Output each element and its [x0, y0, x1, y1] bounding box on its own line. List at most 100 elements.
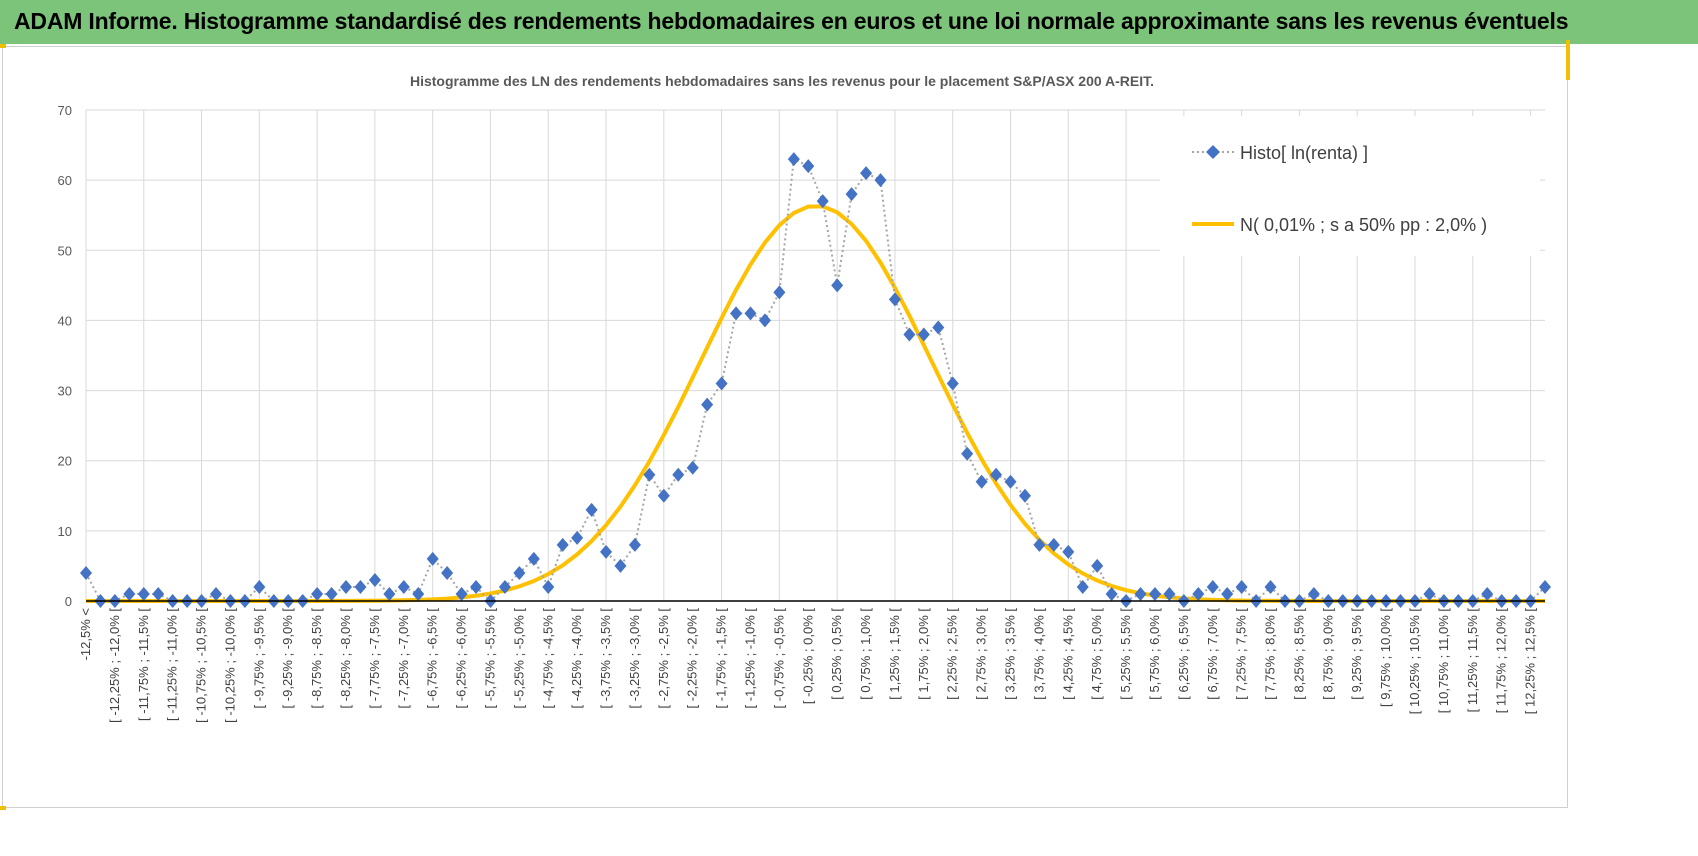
x-tick-label: -12,5% <	[78, 608, 93, 660]
histogram-point	[614, 558, 627, 573]
histogram-point	[585, 502, 598, 517]
histogram-point	[1148, 586, 1161, 601]
histogram-point	[1307, 586, 1320, 601]
y-tick-label: 0	[65, 594, 72, 609]
x-tick-label: [ -0,25% ; 0,0% [	[800, 608, 815, 704]
histogram-point	[412, 586, 425, 601]
histogram-point	[831, 278, 844, 293]
histogram-point	[1033, 537, 1046, 552]
histogram-point	[715, 376, 728, 391]
histogram-point	[368, 572, 381, 587]
histogram-point	[946, 376, 959, 391]
histogram-point	[498, 579, 511, 594]
x-tick-label: [ -1,75% ; -1,5% [	[714, 608, 729, 709]
normal-curve-line	[86, 204, 1545, 603]
x-tick-label: [ -4,25% ; -4,0% [	[569, 608, 584, 709]
x-tick-label: [ 5,75% ; 6,0% [	[1147, 608, 1162, 700]
histogram-point	[152, 586, 165, 601]
y-tick-label: 50	[58, 243, 72, 258]
legend-normal-label: N( 0,01% ; s a 50% pp : 2,0% )	[1240, 215, 1487, 235]
x-tick-label: [ -1,25% ; -1,0% [	[742, 608, 757, 709]
histogram-dotted-line	[85, 157, 1546, 603]
x-tick-label: [ 2,25% ; 2,5% [	[945, 608, 960, 700]
x-tick-label: [ 0,75% ; 1,0% [	[858, 608, 873, 700]
y-tick-label: 60	[58, 173, 72, 188]
x-tick-label: [ -3,25% ; -3,0% [	[627, 608, 642, 709]
histogram-point	[253, 579, 266, 594]
histogram-point	[1062, 544, 1075, 559]
histogram-point	[961, 446, 974, 461]
y-tick-label: 70	[58, 103, 72, 118]
x-tick-label: [ 6,75% ; 7,0% [	[1205, 608, 1220, 700]
histogram-point	[643, 467, 656, 482]
histogram-point	[1047, 537, 1060, 552]
frame-corner-marker	[0, 806, 6, 810]
histogram-point	[932, 320, 945, 335]
histogram-point	[1018, 488, 1031, 503]
x-tick-label: [ 4,75% ; 5,0% [	[1089, 608, 1104, 700]
report-title-bar: ADAM Informe. Histogramme standardisé de…	[0, 0, 1698, 44]
histogram-point	[845, 187, 858, 202]
x-tick-label: [ -5,75% ; -5,5% [	[482, 608, 497, 709]
histogram-point	[513, 565, 526, 580]
x-tick-label: [ -7,25% ; -7,0% [	[396, 608, 411, 709]
histogram-point	[383, 586, 396, 601]
histogram-point	[917, 327, 930, 342]
y-tick-label: 20	[58, 454, 72, 469]
histogram-point	[325, 586, 338, 601]
y-tick-label: 30	[58, 384, 72, 399]
report-title: ADAM Informe. Histogramme standardisé de…	[14, 8, 1569, 34]
histogram-point	[542, 579, 555, 594]
x-tick-label: [ -10,25% ; -10,0% [	[222, 608, 237, 723]
histogram-point	[80, 565, 92, 580]
x-tick-label: [ 7,25% ; 7,5% [	[1234, 608, 1249, 700]
x-tick-label: [ -10,75% ; -10,5% [	[194, 608, 209, 723]
histogram-point	[397, 579, 410, 594]
histogram-point	[628, 537, 641, 552]
histogram-point	[1235, 579, 1248, 594]
x-tick-label: [ 9,25% ; 9,5% [	[1349, 608, 1364, 700]
legend-diamond-icon	[1206, 145, 1220, 159]
x-tick-label: [ 7,75% ; 8,0% [	[1263, 608, 1278, 700]
histogram-point	[860, 166, 873, 181]
x-tick-label: [ -4,75% ; -4,5% [	[540, 608, 555, 709]
histogram-point	[1264, 579, 1277, 594]
histogram-point	[1481, 586, 1494, 601]
x-tick-label: [ 5,25% ; 5,5% [	[1118, 608, 1133, 700]
x-tick-label: [ -2,25% ; -2,0% [	[685, 608, 700, 709]
x-tick-label: [ 3,25% ; 3,5% [	[1003, 608, 1018, 700]
histogram-point	[773, 285, 786, 300]
x-tick-label: [ -0,75% ; -0,5% [	[771, 608, 786, 709]
histogram-point	[1423, 586, 1436, 601]
histogram-point	[744, 306, 757, 321]
histogram-point	[1076, 579, 1089, 594]
x-tick-label: [ 3,75% ; 4,0% [	[1031, 608, 1046, 700]
x-tick-label: [ 11,25% ; 11,5% [	[1465, 608, 1480, 713]
chart-title: Histogramme des LN des rendements hebdom…	[410, 73, 1154, 89]
histogram-point	[470, 579, 483, 594]
histogram-point	[1206, 579, 1219, 594]
histogram-point	[802, 159, 815, 174]
histogram-point	[787, 152, 800, 167]
x-tick-label: [ -3,75% ; -3,5% [	[598, 608, 613, 709]
histogram-point	[816, 194, 829, 209]
x-tick-label: [ -7,75% ; -7,5% [	[367, 608, 382, 709]
y-tick-label: 40	[58, 313, 72, 328]
x-tick-label: [ 1,75% ; 2,0% [	[916, 608, 931, 700]
histogram-point	[1091, 558, 1104, 573]
frame-corner-marker	[0, 44, 6, 48]
x-tick-label: [ 11,75% ; 12,0% [	[1494, 608, 1509, 714]
x-tick-label: [ -8,75% ; -8,5% [	[309, 608, 324, 709]
histogram-point	[701, 397, 714, 412]
histogram-point	[571, 530, 584, 545]
histogram-point	[874, 173, 887, 188]
histogram-point	[354, 579, 367, 594]
x-tick-label: [ 8,25% ; 8,5% [	[1291, 608, 1306, 700]
x-tick-label: [ 9,75% ; 10,0% [	[1378, 608, 1393, 707]
histogram-point	[903, 327, 916, 342]
histogram-point	[672, 467, 685, 482]
x-tick-label: [ -2,75% ; -2,5% [	[656, 608, 671, 709]
histogram-point	[210, 586, 223, 601]
histogram-point	[455, 586, 468, 601]
